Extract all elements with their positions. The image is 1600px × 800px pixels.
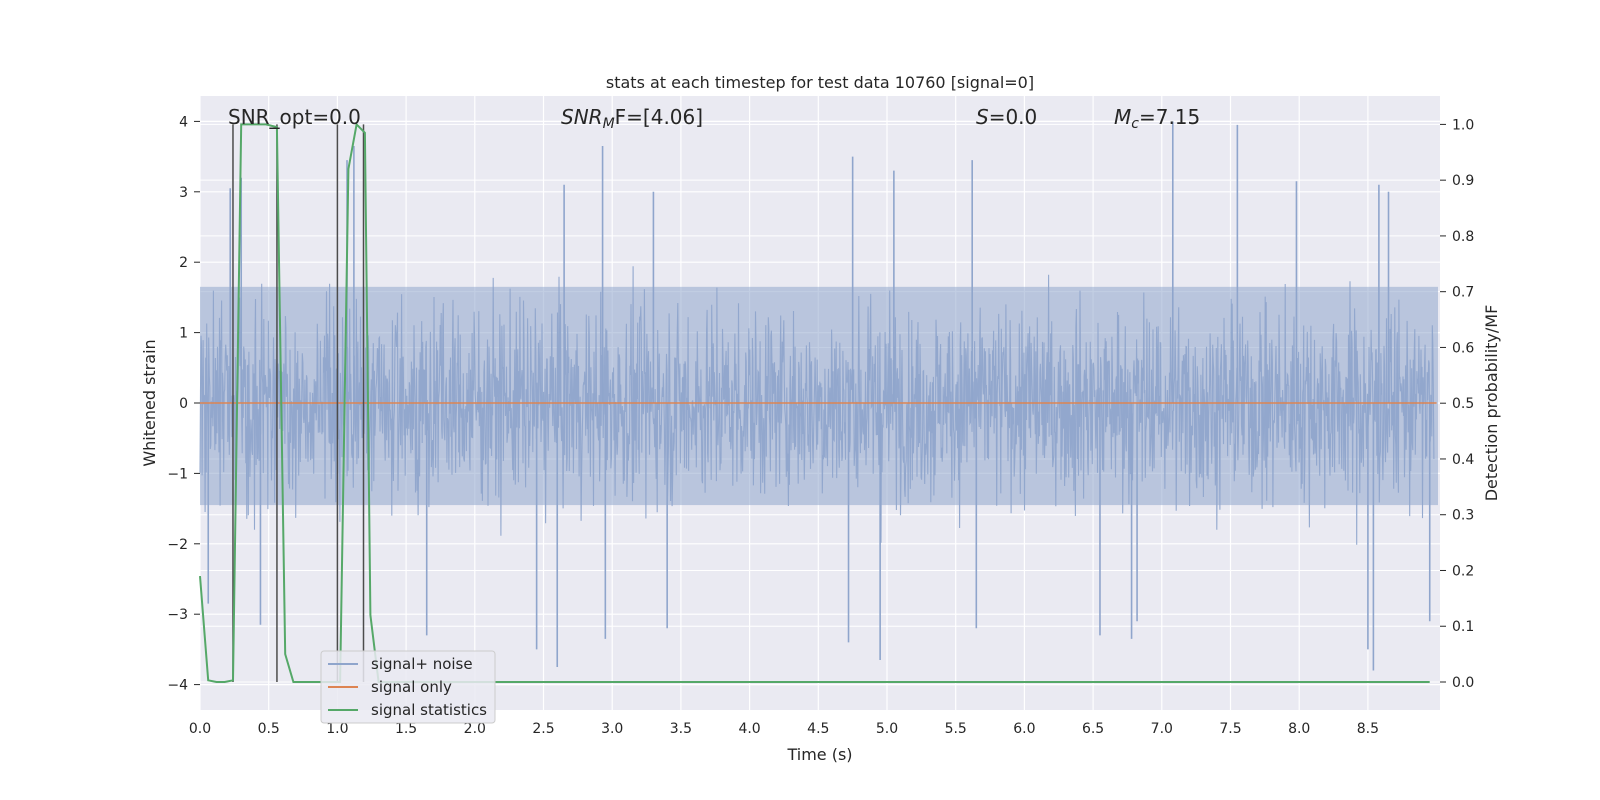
right-tick-label: 0.3 (1452, 508, 1474, 524)
x-tick-label: 3.5 (670, 721, 692, 737)
y-tick-label: −4 (167, 678, 188, 694)
x-tick-label: 8.0 (1288, 721, 1310, 737)
x-tick-label: 0.5 (258, 721, 280, 737)
x-tick-label: 1.5 (395, 721, 417, 737)
x-tick-label: 7.0 (1151, 721, 1173, 737)
right-tick-label: 1.0 (1452, 117, 1474, 133)
y-axis-ticks: 4 3 2 1 0 −1 −2 −3 −4 (167, 114, 200, 694)
right-tick-label: 0.8 (1452, 229, 1474, 245)
right-tick-label: 0.5 (1452, 396, 1474, 412)
snr-mf-suffix: F=[4.06] (615, 105, 703, 129)
y-tick-label: 0 (179, 396, 188, 412)
legend-frame (320, 650, 496, 724)
x-tick-label: 2.0 (464, 721, 486, 737)
x-axis-ticks: 0.0 0.5 1.0 1.5 2.0 2.5 3.0 3.5 4.0 4.5 5.0 5.5 6.0 6… (189, 721, 1379, 737)
right-tick-label: 0.4 (1452, 452, 1474, 468)
legend-label-signal-only: signal only (371, 678, 452, 696)
detection-markers (232, 124, 365, 682)
annotation-snr-mf: SNRMF=[4.06] (561, 105, 703, 132)
x-tick-label: 5.0 (876, 721, 898, 737)
s-symbol: S (976, 105, 989, 129)
y-tick-label: 1 (179, 326, 188, 342)
legend-label-signal-statistics: signal statistics (371, 701, 487, 719)
mc-value: =7.15 (1139, 105, 1200, 129)
signal-noise-core-band (200, 286, 1438, 506)
x-tick-label: 6.0 (1013, 721, 1035, 737)
mc-symbol: M (1114, 105, 1131, 129)
annotation-snr-opt: SNR_opt=0.0 (228, 105, 361, 129)
signal-noise-series (199, 121, 1438, 671)
annotation-mc: Mc=7.15 (1114, 105, 1200, 132)
y-axis-label: Whitened strain (140, 339, 159, 466)
y-tick-label: 2 (179, 255, 188, 271)
right-y-axis-ticks: 1.0 0.9 0.8 0.7 0.6 0.5 0.4 0.3 0.2 0.1 0.0 (1440, 117, 1474, 691)
y-tick-label: −2 (167, 537, 188, 553)
legend: signal+ noise signal only signal statist… (320, 650, 496, 724)
y-tick-label: −1 (167, 466, 188, 482)
x-tick-label: 7.5 (1219, 721, 1241, 737)
snr-mf-prefix: SNR (561, 105, 603, 129)
right-y-axis-label: Detection probability/MF (1482, 305, 1501, 502)
annotation-s: S=0.0 (976, 105, 1037, 129)
y-tick-label: 3 (179, 185, 188, 201)
x-tick-label: 2.5 (532, 721, 554, 737)
x-tick-label: 4.0 (738, 721, 760, 737)
x-tick-label: 5.5 (945, 721, 967, 737)
x-tick-label: 4.5 (807, 721, 829, 737)
snr-mf-subscript: M (603, 116, 615, 132)
x-tick-label: 8.5 (1357, 721, 1379, 737)
right-tick-label: 0.9 (1452, 173, 1474, 189)
right-tick-label: 0.6 (1452, 340, 1474, 356)
chart-title: stats at each timestep for test data 107… (606, 73, 1034, 92)
x-tick-label: 6.5 (1082, 721, 1104, 737)
x-axis-label: Time (s) (786, 745, 852, 764)
x-tick-label: 3.0 (601, 721, 623, 737)
right-tick-label: 0.7 (1452, 285, 1474, 301)
legend-label-signal-noise: signal+ noise (371, 655, 473, 673)
right-tick-label: 0.0 (1452, 675, 1474, 691)
right-tick-label: 0.1 (1452, 619, 1474, 635)
right-tick-label: 0.2 (1452, 563, 1474, 579)
x-tick-label: 0.0 (189, 721, 211, 737)
y-tick-label: −3 (167, 607, 188, 623)
s-value: =0.0 (989, 105, 1038, 129)
mc-subscript: c (1131, 116, 1139, 132)
x-tick-label: 1.0 (326, 721, 348, 737)
y-tick-label: 4 (179, 114, 188, 130)
